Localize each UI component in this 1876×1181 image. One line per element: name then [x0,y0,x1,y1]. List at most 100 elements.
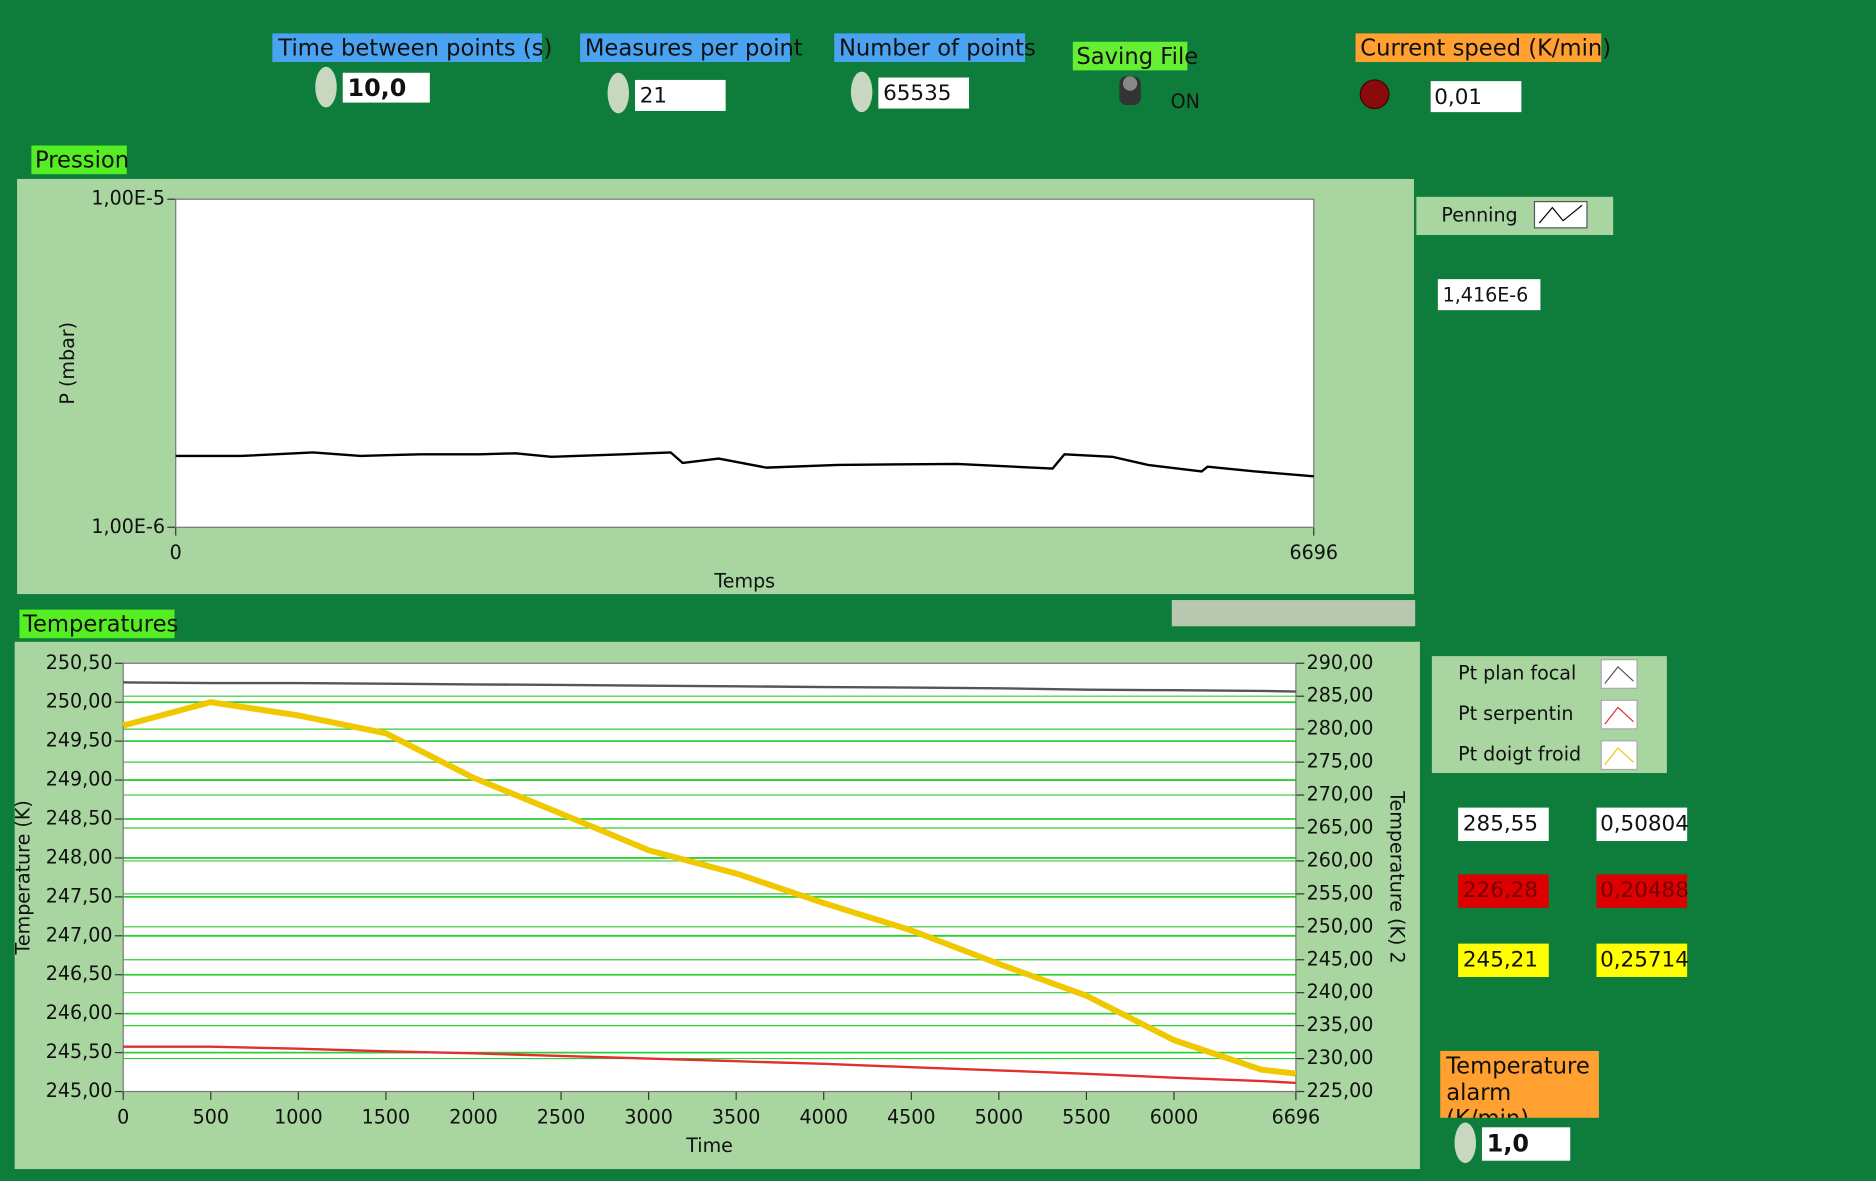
label-box [31,145,127,175]
x-tick-label: 1000 [274,1106,323,1128]
y-tick-label: 248,50 [46,808,113,830]
y2-tick-label: 290,00 [1307,652,1374,674]
y-tick-label: 247,50 [46,885,113,907]
x-tick-label: 500 [193,1106,229,1128]
indicator-label: Current speed (K/min) [1360,35,1611,61]
indicator-value: 0,01 [1434,85,1482,110]
alarm-value: 1,0 [1487,1130,1529,1158]
spinner[interactable] [607,72,630,114]
series-line [122,699,1297,1077]
series-line [175,451,1314,478]
y2-tick-label: 275,00 [1307,751,1374,773]
control-label: Number of points [839,35,1036,61]
x-tick-label: 0 [117,1106,129,1128]
y-tick-label: 1,00E-5 [91,188,165,210]
control-value: 65535 [883,81,951,106]
y2-tick-label: 260,00 [1307,849,1374,871]
reading: 0,20488 [1600,878,1689,903]
label-box [272,33,542,63]
label-box [1440,1050,1599,1118]
toggle-knob [1122,76,1138,91]
value-box[interactable] [634,79,726,111]
value-box[interactable] [342,72,430,103]
x-tick-label: 3500 [712,1106,761,1128]
x-tick-label: 6000 [1150,1106,1199,1128]
y-tick-label: 247,00 [46,924,113,946]
value-box [1596,807,1688,842]
x-tick-label: 6696 [1289,542,1338,564]
y-tick-label: 250,50 [46,652,113,674]
y-tick-label: 245,00 [46,1080,113,1102]
spinner[interactable] [315,66,337,108]
y2-tick-label: 265,00 [1307,816,1374,838]
label-box [1072,41,1188,71]
led [1359,79,1390,110]
x-axis-label: Temps [713,571,775,593]
legend-glyph [1538,204,1583,224]
plot-area [175,199,1314,528]
series-line [123,1045,1296,1085]
x-tick-label: 5500 [1062,1106,1111,1128]
y2-tick-label: 280,00 [1307,718,1374,740]
y2-tick-label: 240,00 [1307,981,1374,1003]
legend-glyph [1604,665,1634,684]
chart-title: Temperatures [22,612,178,638]
reading: 1,416E-6 [1443,284,1529,306]
plot-area [123,663,1296,1092]
y2-tick-label: 230,00 [1307,1047,1374,1069]
legend-label: Pt doigt froid [1458,744,1581,766]
spinner[interactable] [1454,1122,1477,1164]
series-line [123,681,1296,693]
y-tick-label: 249,00 [46,769,113,791]
y-tick-label: 249,50 [46,730,113,752]
x-tick-label: 4000 [799,1106,848,1128]
scrollbar[interactable] [1171,600,1416,627]
label-box [1355,33,1602,63]
label-box [834,33,1026,63]
reading: 245,21 [1463,947,1538,972]
alarm-label: Temperature alarm (K/min) [1446,1053,1590,1117]
spinner[interactable] [850,71,873,113]
value-box[interactable] [878,77,970,109]
value-box [1596,874,1688,908]
x-tick-label: 2000 [449,1106,498,1128]
legend-icon [1600,699,1638,730]
label-box [580,33,791,63]
y-tick-label: 246,00 [46,1002,113,1024]
value-box[interactable] [1481,1127,1571,1161]
legend-icon [1600,659,1638,689]
y-axis-label: Temperature (K) [13,800,35,955]
y2-tick-label: 255,00 [1307,882,1374,904]
control-value: 10,0 [348,74,407,102]
y-tick-label: 250,00 [46,691,113,713]
reading: 0,25714 [1600,947,1689,972]
y-tick-label: 245,50 [46,1041,113,1063]
plot-frame [175,198,1315,528]
y-tick-label: 248,00 [46,846,113,868]
control-label: Measures per point [585,35,803,61]
legend-label: Penning [1441,204,1517,226]
x-axis-label: Time [685,1135,733,1157]
control-label: Time between points (s) [277,35,552,61]
value-box [1458,943,1549,978]
value-box [1430,81,1522,113]
chart-title: Pression [35,148,129,174]
y2-axis-label: Temperature (K) 2 [1386,790,1408,964]
reading: 285,55 [1463,811,1538,836]
y2-tick-label: 245,00 [1307,948,1374,970]
value-box [1437,279,1541,311]
y2-tick-label: 250,00 [1307,915,1374,937]
control-value: 21 [640,84,667,109]
alarm-label-holder: Temperature alarm (K/min) [1446,1053,1590,1117]
x-tick-label: 6696 [1272,1106,1321,1128]
x-tick-label: 0 [170,542,182,564]
switch-state: ON [1171,91,1200,113]
legend-glyph [1604,706,1634,725]
x-tick-label: 3000 [624,1106,673,1128]
legend-glyph [1604,747,1634,766]
value-box [1458,807,1549,842]
plot-frame [122,662,1297,1093]
legend-label: Pt serpentin [1458,703,1573,725]
legend-icon [1600,740,1638,771]
